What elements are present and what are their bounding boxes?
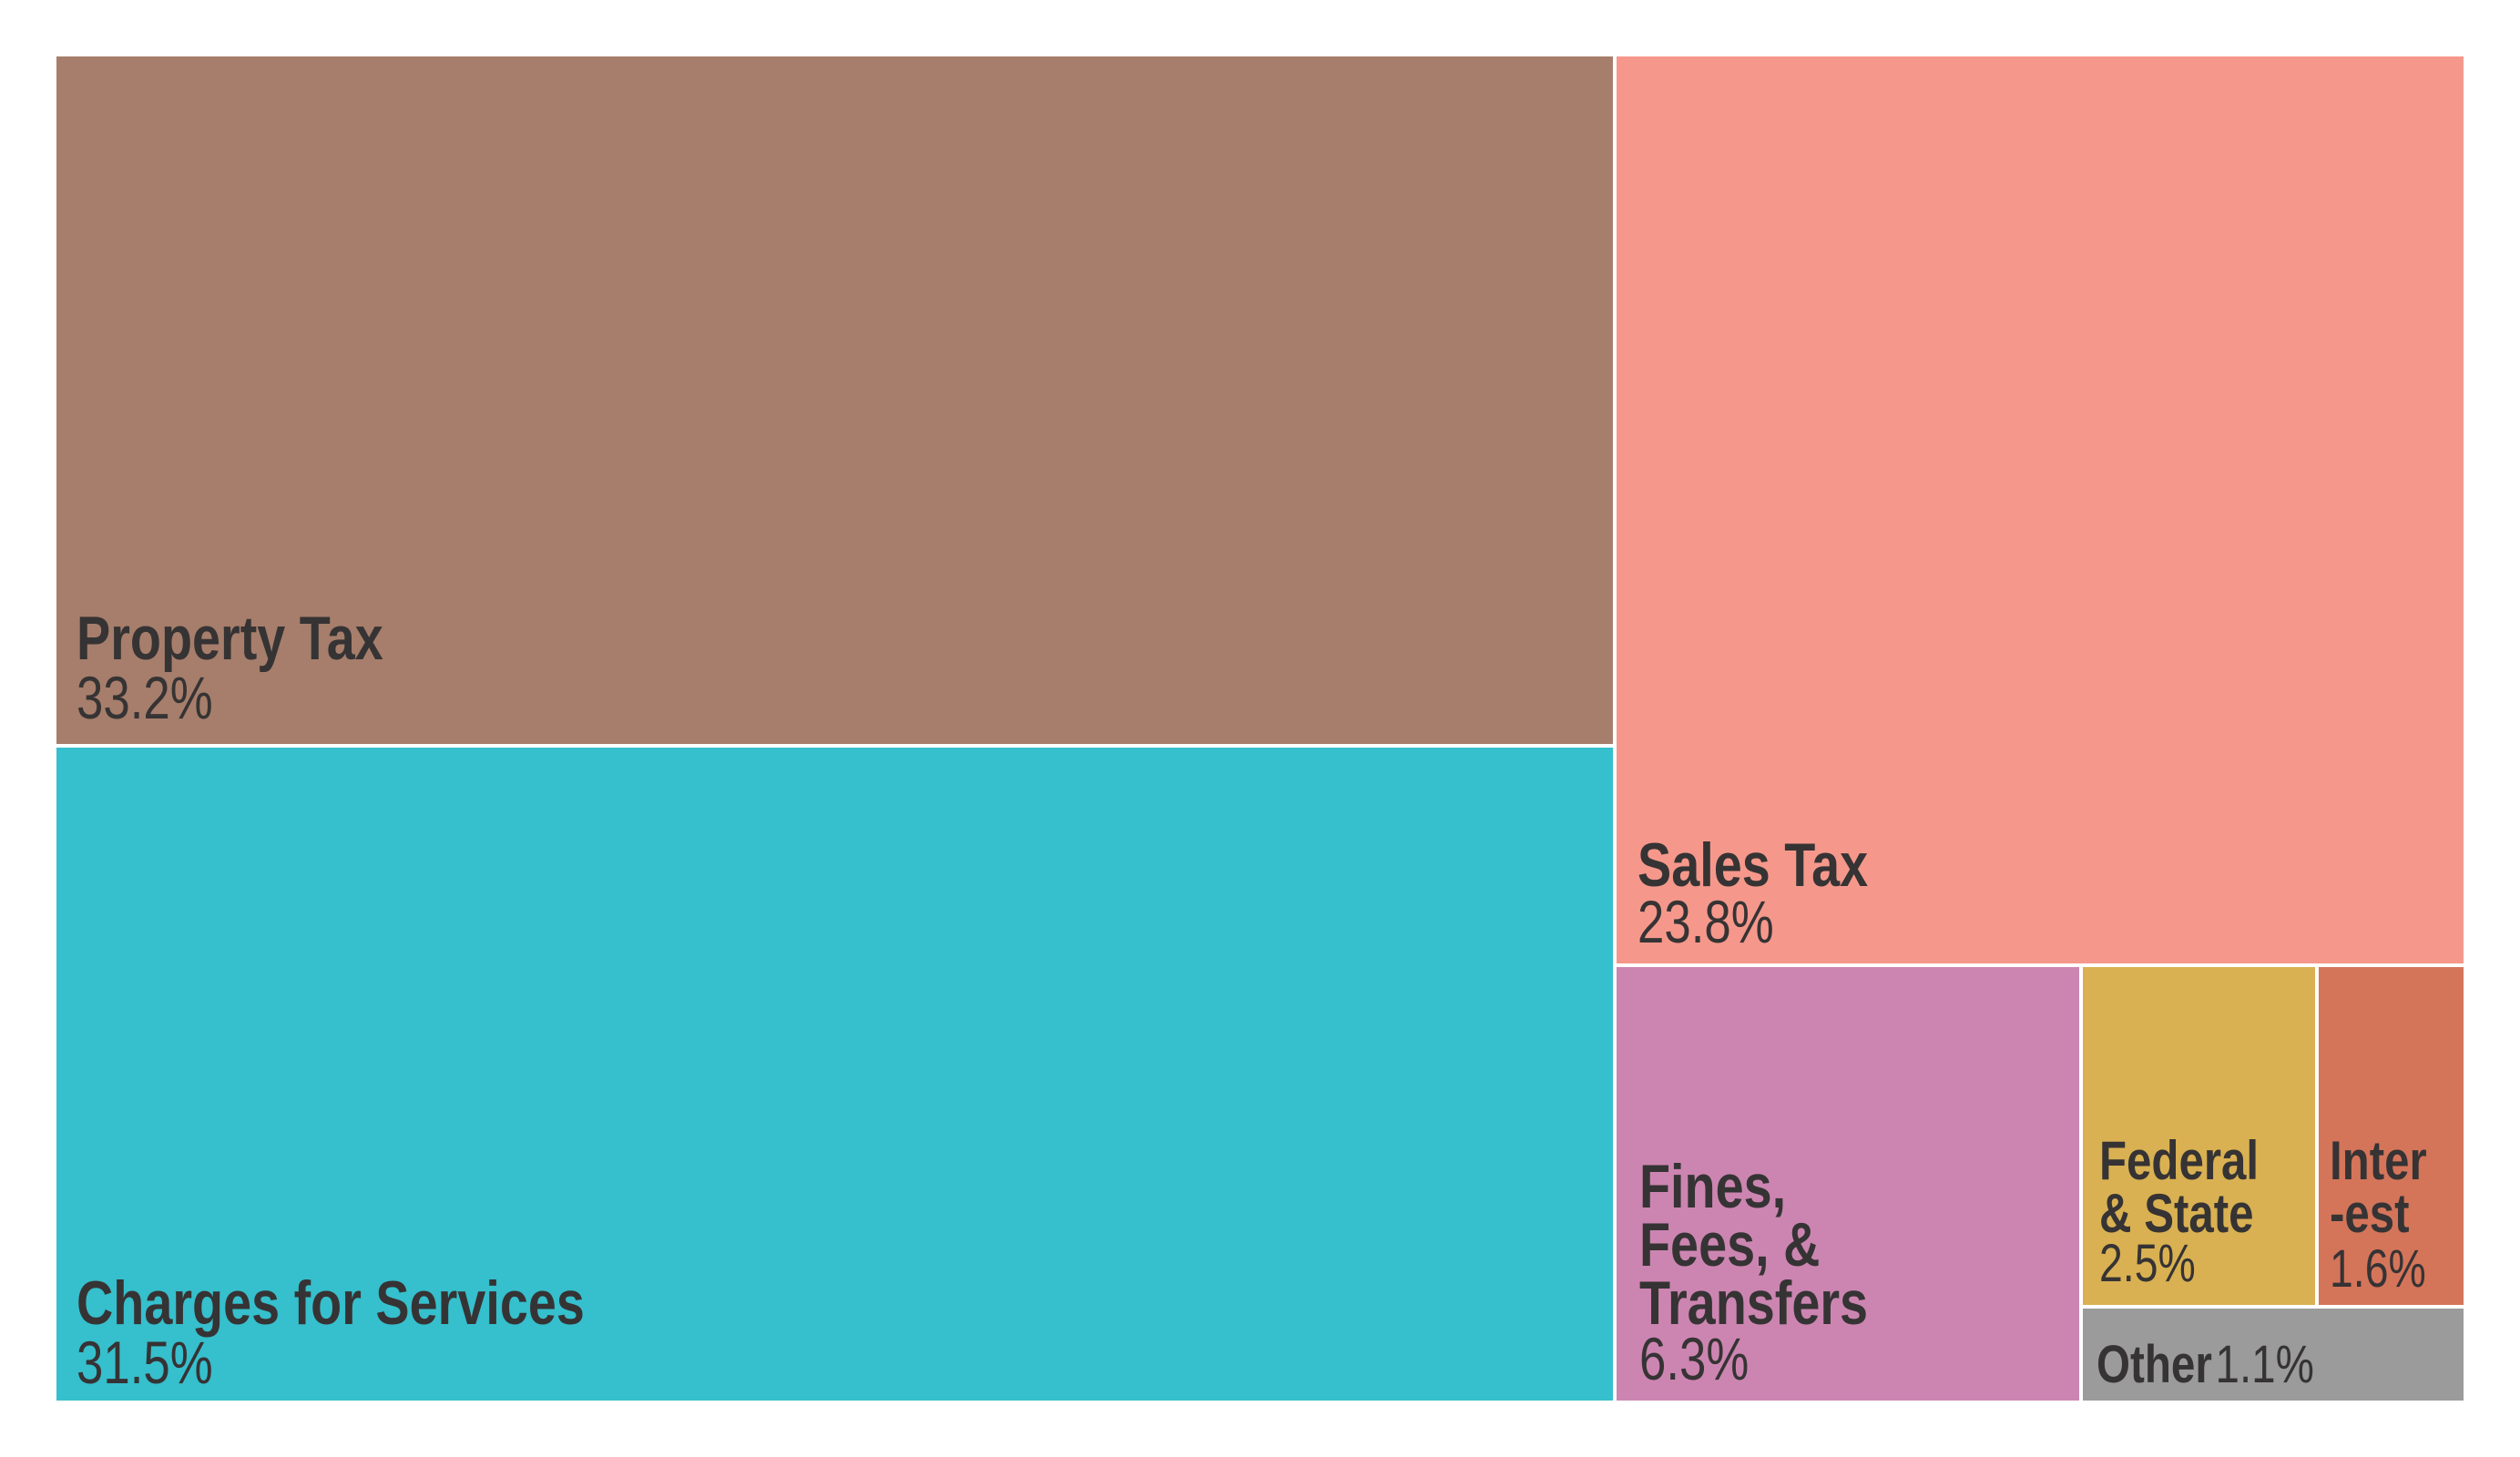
name: Sales Tax — [1637, 830, 1869, 900]
label-federal-state: Federal & State 2.5% — [2099, 1134, 2293, 1290]
tile-charges-for-services[interactable] — [56, 748, 1613, 1401]
name: Property Tax — [77, 604, 383, 673]
name: Other — [2097, 1335, 2212, 1394]
name-line-2: Fees, & — [1639, 1210, 1821, 1279]
tile-federal-state[interactable] — [2083, 967, 2315, 1305]
percent: 33.2% — [77, 664, 213, 731]
label-sales-tax: Sales Tax 23.8% — [1637, 834, 1919, 952]
name-line-2: & State — [2099, 1183, 2254, 1244]
tile-sales-tax[interactable] — [1617, 56, 2464, 963]
name-line-3: Transfers — [1639, 1269, 1869, 1338]
label-other: Other 1.1% — [2097, 1339, 2314, 1391]
percent: 1.6% — [2330, 1239, 2426, 1299]
label-charges-for-services: Charges for Services 31.5% — [77, 1272, 696, 1392]
tile-fines-fees-transfers[interactable] — [1617, 967, 2079, 1401]
tile-interest[interactable] — [2319, 967, 2464, 1305]
name-line-1: Fines, — [1639, 1152, 1787, 1221]
percent: 6.3% — [1639, 1325, 1750, 1392]
percent: 1.1% — [2215, 1335, 2314, 1394]
name-line-1: Federal — [2099, 1130, 2260, 1191]
tile-property-tax[interactable] — [56, 56, 1613, 744]
name-line-1: Inter — [2330, 1130, 2427, 1191]
name: Charges for Services — [77, 1269, 585, 1338]
label-property-tax: Property Tax 33.2% — [77, 607, 451, 728]
percent: 2.5% — [2099, 1234, 2196, 1293]
percent: 23.8% — [1637, 888, 1774, 955]
percent: 31.5% — [77, 1329, 213, 1396]
label-fines-fees-transfers: Fines, Fees, & Transfers 6.3% — [1639, 1156, 1918, 1389]
name-line-2: -est — [2330, 1183, 2410, 1244]
label-interest: Inter -est 1.6% — [2330, 1134, 2450, 1296]
tile-other[interactable] — [2083, 1309, 2464, 1401]
